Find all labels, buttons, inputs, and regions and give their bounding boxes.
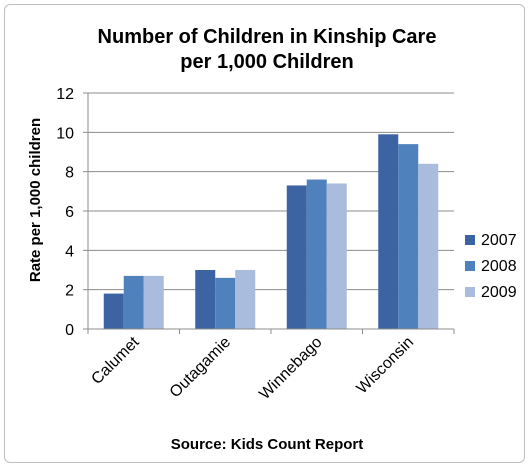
legend: 2007 2008 2009 — [465, 232, 517, 301]
bar-winnebago-2009 — [326, 183, 347, 329]
bar-wisconsin-2007 — [378, 134, 399, 329]
y-axis-title: Rate per 1,000 children — [27, 118, 44, 282]
bar-calumet-2007 — [103, 293, 124, 329]
legend-label-2007: 2007 — [481, 232, 517, 249]
bar-calumet-2008 — [123, 275, 144, 329]
bar-outagamie-2008 — [215, 277, 236, 329]
x-tick-labels: Calumet Outagamie Winnebago Wisconsin — [88, 333, 417, 403]
y-tick-label-6: 6 — [65, 204, 74, 221]
bars — [103, 134, 439, 329]
chart-source-caption: Source: Kids Count Report — [171, 436, 364, 453]
bar-winnebago-2007 — [286, 185, 307, 329]
y-tick-label-8: 8 — [65, 165, 74, 182]
bar-wisconsin-2009 — [418, 163, 439, 329]
axes — [83, 92, 455, 334]
x-tick-label-wisconsin: Wisconsin — [354, 334, 418, 398]
legend-swatch-2008 — [465, 261, 475, 271]
y-tick-label-4: 4 — [65, 243, 74, 260]
y-tick-label-12: 12 — [56, 86, 74, 103]
x-tick-label-outagamie: Outagamie — [167, 334, 234, 401]
x-tick-label-winnebago: Winnebago — [256, 334, 325, 403]
legend-label-2008: 2008 — [481, 258, 517, 275]
y-tick-label-0: 0 — [65, 322, 74, 339]
legend-swatch-2007 — [465, 235, 475, 245]
x-tick-label-calumet: Calumet — [88, 333, 143, 388]
legend-label-2009: 2009 — [481, 284, 517, 301]
bar-outagamie-2009 — [235, 270, 256, 329]
y-tick-labels: 0 2 4 6 8 10 12 — [56, 86, 74, 339]
bar-winnebago-2008 — [306, 179, 327, 329]
bar-calumet-2009 — [143, 275, 164, 329]
chart-title-line-2: per 1,000 Children — [180, 51, 353, 73]
chart-title-line-1: Number of Children in Kinship Care — [98, 26, 437, 48]
bar-outagamie-2007 — [195, 270, 216, 329]
bar-wisconsin-2008 — [398, 144, 419, 329]
legend-swatch-2009 — [465, 287, 475, 297]
y-tick-label-10: 10 — [56, 125, 74, 142]
y-tick-label-2: 2 — [65, 283, 74, 300]
